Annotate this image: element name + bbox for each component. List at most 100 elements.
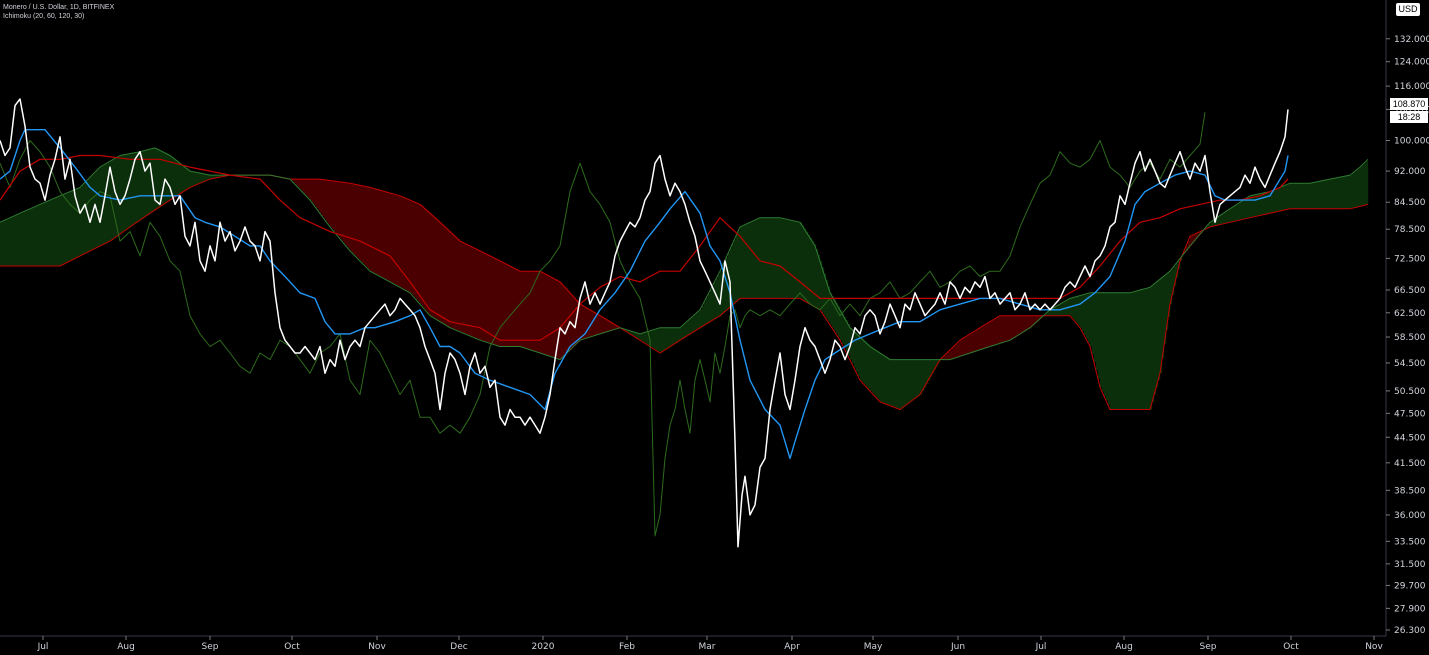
cloud-segment bbox=[724, 261, 727, 313]
cloud-segment bbox=[784, 218, 787, 299]
cloud-segment bbox=[682, 325, 685, 339]
cloud-segment bbox=[654, 329, 657, 350]
cloud-segment bbox=[1004, 315, 1007, 343]
cloud-segment bbox=[978, 328, 981, 351]
x-tick-label: Aug bbox=[1115, 642, 1133, 652]
cloud-segment bbox=[818, 254, 821, 309]
y-tick-label: 66.500 bbox=[1394, 286, 1426, 296]
y-tick-label: 116.000 bbox=[1394, 82, 1429, 92]
cloud-segment bbox=[696, 313, 699, 331]
cloud-segment bbox=[552, 277, 555, 357]
cloud-segment bbox=[794, 220, 797, 299]
cloud-segment bbox=[420, 204, 423, 305]
cloud-segment bbox=[148, 149, 151, 215]
cloud-segment bbox=[922, 359, 925, 391]
time-axis[interactable]: Jul Aug Sep Oct Nov Dec 2020 Feb Mar Apr May Jun Jul… bbox=[37, 636, 1384, 652]
cloud-segment bbox=[450, 231, 453, 328]
cloud-segment bbox=[1176, 263, 1179, 278]
cloud-segment bbox=[486, 253, 489, 343]
cloud-segment bbox=[1312, 182, 1315, 209]
cloud-segment bbox=[1264, 192, 1267, 215]
cloud-segment bbox=[1258, 194, 1261, 216]
cloud-segment bbox=[1138, 290, 1141, 410]
cloud-segment bbox=[500, 260, 503, 347]
cloud-segment bbox=[1298, 183, 1301, 209]
cloud-segment bbox=[182, 164, 185, 193]
cloud-segment bbox=[604, 318, 607, 333]
cloud-segment bbox=[946, 353, 949, 360]
cloud-segment bbox=[1350, 175, 1353, 209]
cloud-segment bbox=[676, 327, 679, 343]
cloud-segment bbox=[688, 320, 691, 336]
cloud-segment bbox=[908, 359, 911, 404]
cloud-segment bbox=[1288, 184, 1291, 210]
cloud-segment bbox=[160, 150, 163, 207]
cloud-segment bbox=[1322, 180, 1325, 209]
cloud-segment bbox=[492, 256, 495, 344]
symbol-title[interactable]: Monero / U.S. Dollar, 1D, BITFINEX bbox=[3, 4, 115, 11]
cloud-segment bbox=[1242, 200, 1245, 220]
cloud-segment bbox=[600, 315, 603, 334]
cloud-segment bbox=[348, 182, 351, 249]
cloud-segment bbox=[736, 235, 739, 302]
cloud-segment bbox=[1356, 170, 1359, 208]
cloud-segment bbox=[1292, 183, 1295, 209]
cloud-segment bbox=[762, 217, 765, 299]
cloud-segment bbox=[316, 179, 319, 208]
cloud-segment bbox=[892, 359, 895, 407]
cloud-segment bbox=[360, 185, 363, 261]
cloud-segment bbox=[896, 359, 899, 408]
cloud-segment bbox=[1334, 178, 1337, 209]
cloud-segment bbox=[302, 179, 305, 192]
cloud-segment bbox=[34, 207, 37, 267]
cloud-segment bbox=[10, 217, 13, 267]
cloud-segment bbox=[1090, 292, 1093, 347]
cloud-segment bbox=[100, 167, 103, 246]
cloud-segment bbox=[934, 359, 937, 370]
cloud-segment bbox=[200, 173, 203, 184]
cloud-segment bbox=[390, 192, 393, 282]
cloud-segment bbox=[448, 229, 451, 327]
cloud-segment bbox=[666, 327, 669, 350]
y-tick-label: 41.500 bbox=[1394, 459, 1426, 469]
cloud-segment bbox=[52, 199, 55, 267]
cloud-segment bbox=[74, 189, 77, 259]
cloud-segment bbox=[508, 265, 511, 347]
cloud-segment bbox=[56, 197, 59, 267]
cloud-segment bbox=[484, 252, 487, 342]
cloud-segment bbox=[150, 149, 153, 214]
cloud-segment bbox=[710, 290, 713, 322]
cloud-segment bbox=[640, 333, 643, 341]
cloud-segment bbox=[884, 355, 887, 404]
cloud-segment bbox=[1148, 287, 1151, 410]
y-tick-label: 29.700 bbox=[1394, 581, 1426, 591]
cloud-segment bbox=[94, 173, 97, 249]
currency-button[interactable]: USD bbox=[1396, 3, 1420, 16]
cloud-segment bbox=[942, 357, 945, 360]
y-tick-label: 44.500 bbox=[1394, 433, 1426, 443]
cloud-segment bbox=[644, 332, 647, 343]
cloud-segment bbox=[996, 318, 999, 345]
cloud-segment bbox=[788, 219, 791, 299]
cloud-segment bbox=[964, 337, 967, 355]
cloud-segment bbox=[184, 166, 187, 192]
cloud-segment bbox=[610, 321, 613, 331]
cloud-segment bbox=[976, 330, 979, 352]
cloud-segment bbox=[1282, 186, 1285, 211]
cloud-segment bbox=[1006, 315, 1009, 342]
cloud-segment bbox=[50, 200, 53, 267]
cloud-segment bbox=[732, 243, 735, 306]
cloud-segment bbox=[568, 290, 571, 352]
cloud-segment bbox=[1256, 194, 1259, 217]
cloud-segment bbox=[482, 251, 485, 341]
y-tick-label: 132.000 bbox=[1394, 35, 1429, 45]
cloud-segment bbox=[556, 279, 559, 359]
x-tick-label: May bbox=[864, 642, 883, 652]
cloud-segment bbox=[658, 328, 661, 352]
cloud-segment bbox=[1302, 183, 1305, 209]
cloud-segment bbox=[834, 299, 837, 331]
y-tick-label: 100.000 bbox=[1394, 137, 1429, 147]
indicator-title[interactable]: Ichimoku (20, 60, 120, 30) bbox=[3, 13, 85, 20]
price-axis[interactable]: 132.000 124.000 116.000 108.870 100.000 92.00… bbox=[1386, 35, 1429, 636]
